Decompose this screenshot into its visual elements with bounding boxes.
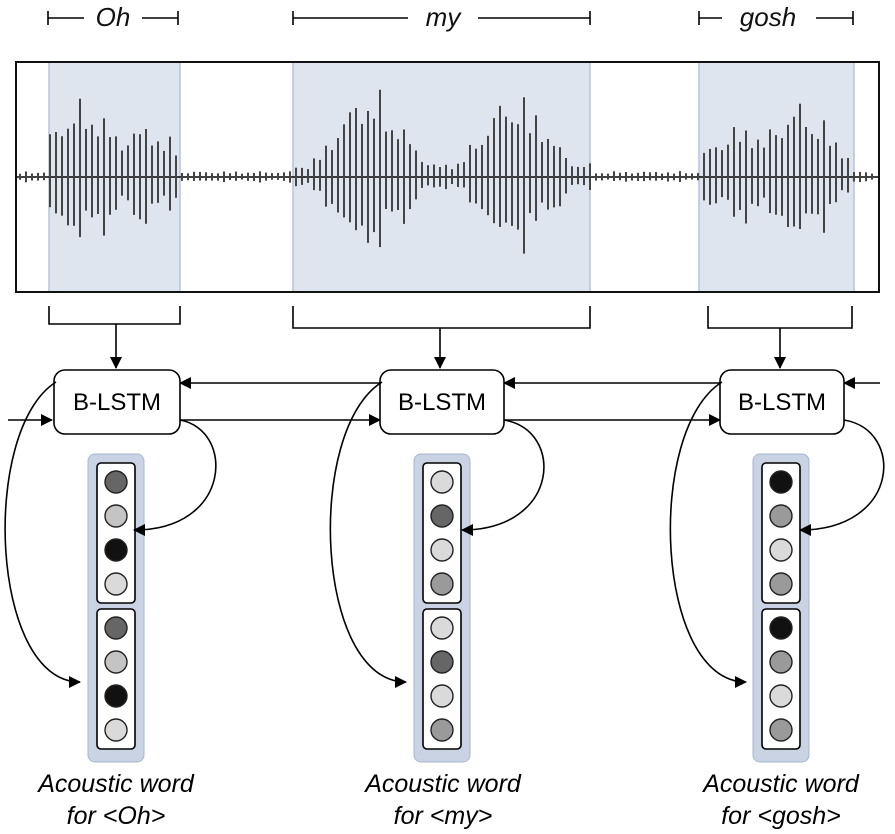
vector-cell [104,650,128,674]
bracket-my [292,306,591,329]
vector-cell [104,718,128,742]
caption-gosh-line2: for <gosh> [721,802,841,830]
output-arrows [4,381,885,688]
waveform-frame [15,61,880,293]
vector-cell [104,470,128,494]
vector-forward-half [422,462,462,604]
vector-cell [104,572,128,596]
vector-cell [769,572,793,596]
arrow-forward-state-oh [133,419,217,536]
vector-cell [769,470,793,494]
vector-cell [104,538,128,562]
vector-cell [104,684,128,708]
arrow-forward-state-gosh [799,419,885,536]
vector-cell [430,470,454,494]
word-spans: Oh my gosh [47,2,854,32]
caption-oh-line2: for <Oh> [67,802,166,830]
span-gosh: gosh [698,2,854,32]
segment-brackets [48,306,853,369]
vector-cell [769,504,793,528]
word-label-gosh: gosh [740,2,796,32]
caption-oh-line1: Acoustic word [36,770,195,798]
blstm-label-oh: B-LSTM [73,389,161,416]
bracket-oh [48,306,181,325]
arrow-backward-state-my [329,381,407,688]
span-oh: Oh [47,2,179,32]
vector-cell [769,616,793,640]
blstm-boxes: B-LSTM B-LSTM B-LSTM [53,369,845,435]
waveform-panel [15,61,880,293]
caption-gosh-line1: Acoustic word [701,770,860,798]
recurrent-connections [8,377,880,426]
blstm-label-gosh: B-LSTM [738,389,826,416]
waveform-signal [16,89,879,254]
vector-backward-half [422,608,462,750]
vector-cell [769,650,793,674]
blstm-my: B-LSTM [379,369,505,435]
embedding-oh [87,453,145,763]
vector-cell [430,616,454,640]
vector-cell [430,504,454,528]
arrow-backward-state-gosh [669,381,747,688]
vector-cell [769,718,793,742]
blstm-oh: B-LSTM [53,369,181,435]
arrow-backward-state-oh [4,381,81,688]
vector-cell [430,572,454,596]
vector-backward-half [96,608,136,750]
vector-cell [104,616,128,640]
vector-cell [769,684,793,708]
vector-cell [769,538,793,562]
blstm-label-my: B-LSTM [398,389,486,416]
captions: Acoustic word for <Oh> Acoustic word for… [36,770,860,830]
vector-cell [104,504,128,528]
word-label-my: my [426,2,463,32]
embedding-vectors [87,453,810,763]
embedding-my [413,453,471,763]
arrow-forward-state-my [461,419,545,536]
span-my: my [292,2,591,32]
embedding-gosh [752,453,810,763]
word-label-oh: Oh [96,2,131,32]
caption-my-line1: Acoustic word [363,770,522,798]
vector-cell [430,538,454,562]
vector-cell [430,684,454,708]
caption-my-line2: for <my> [394,802,493,830]
vector-backward-half [761,608,801,750]
vector-cell [430,650,454,674]
blstm-gosh: B-LSTM [719,369,845,435]
bracket-gosh [707,306,853,329]
vector-cell [430,718,454,742]
